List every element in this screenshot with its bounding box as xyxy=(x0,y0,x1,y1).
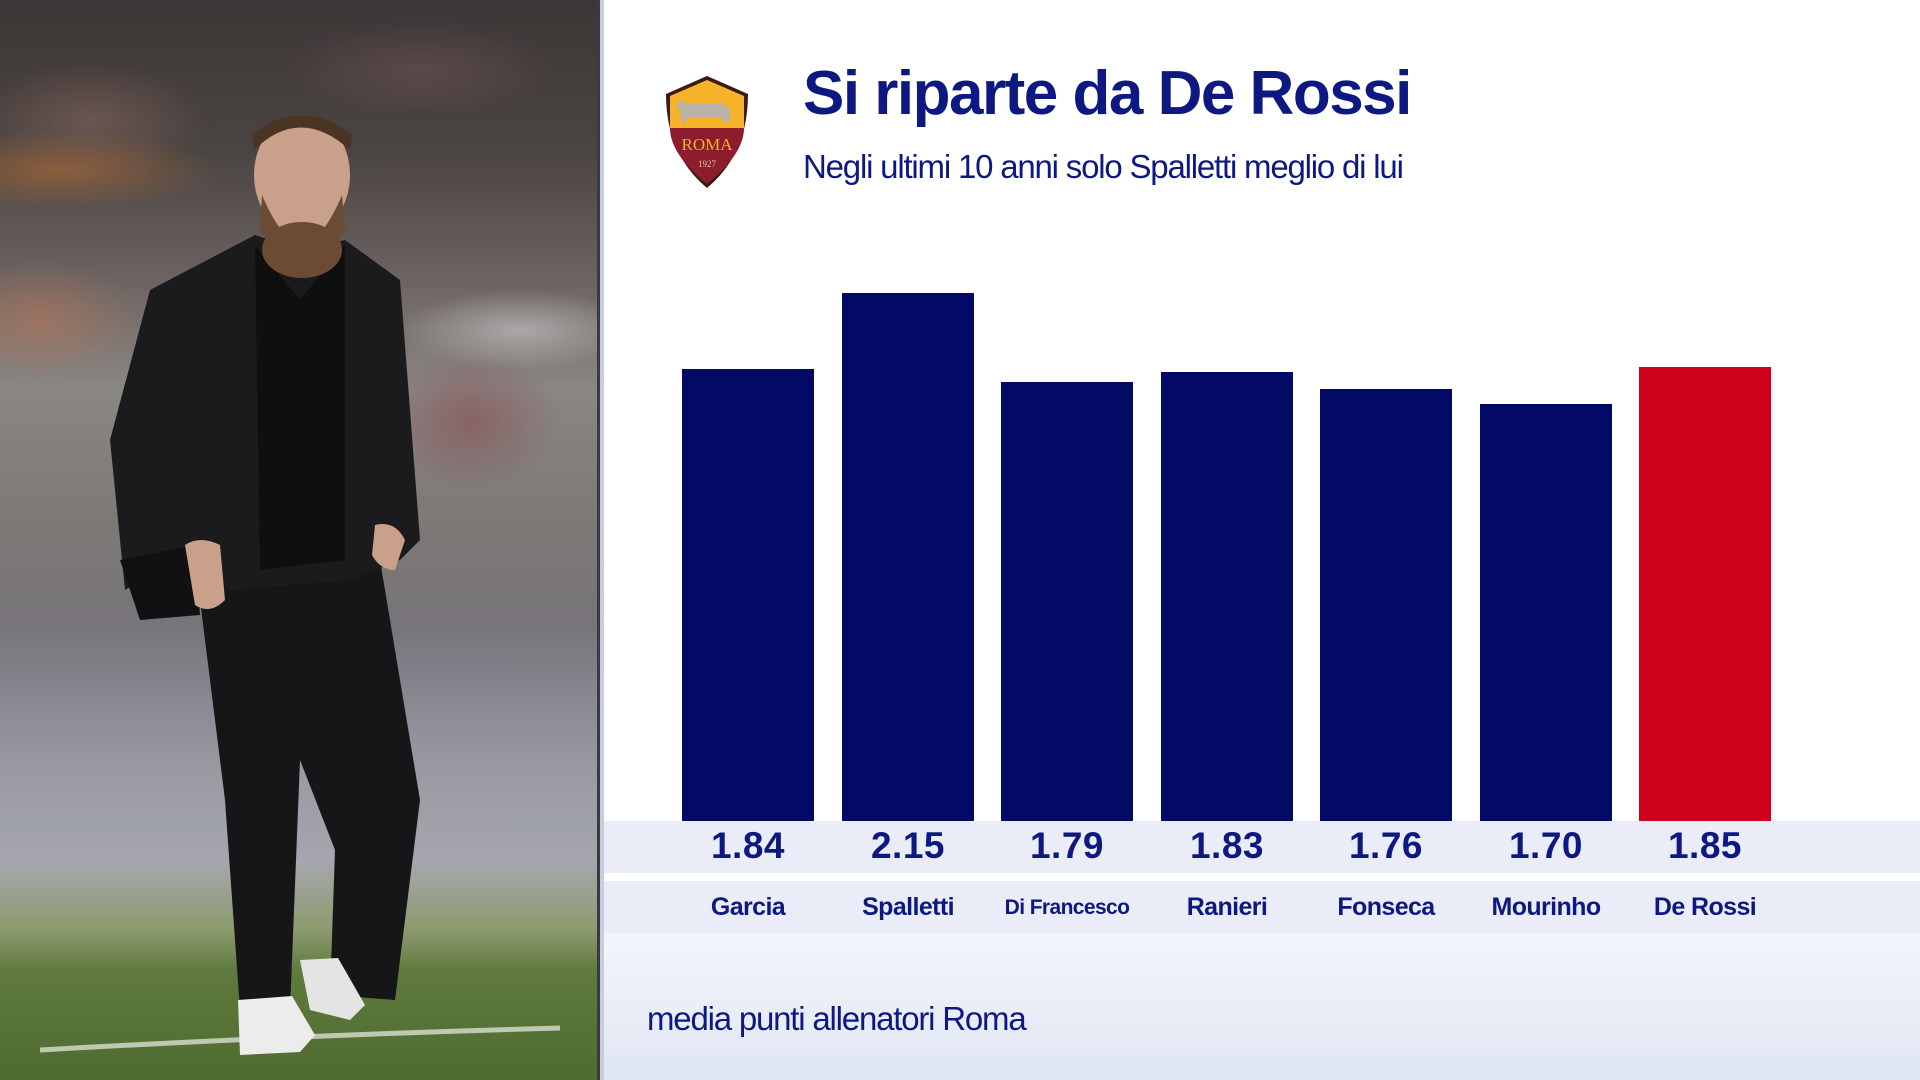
value-label: 1.70 xyxy=(1508,825,1583,866)
svg-text:ROMA: ROMA xyxy=(681,135,733,154)
value-label: 2.15 xyxy=(870,825,945,866)
value-label: 1.85 xyxy=(1667,825,1742,866)
bar-fonseca xyxy=(1320,389,1452,821)
values-band xyxy=(604,821,1920,873)
bar-spalletti xyxy=(842,293,974,821)
coach-photo xyxy=(0,0,597,1080)
coach-figure-illustration xyxy=(39,115,561,1055)
category-label: Di Francesco xyxy=(1004,896,1130,919)
category-label: Fonseca xyxy=(1337,893,1435,921)
chart-title: Si riparte da De Rossi xyxy=(803,59,1412,128)
category-label: Spalletti xyxy=(862,893,954,921)
chart-subtitle: Negli ultimi 10 anni solo Spalletti megl… xyxy=(803,148,1404,185)
bar-di-francesco xyxy=(1001,382,1133,821)
bar-ranieri xyxy=(1161,372,1293,821)
bar-garcia xyxy=(682,369,814,821)
bar-de-rossi xyxy=(1639,367,1771,821)
value-label: 1.84 xyxy=(710,825,785,866)
value-label: 1.83 xyxy=(1189,825,1264,866)
category-label: Ranieri xyxy=(1186,893,1268,921)
as-roma-crest-icon: ROMA 1927 xyxy=(666,76,748,188)
names-band xyxy=(604,881,1920,933)
category-label: Mourinho xyxy=(1491,893,1601,921)
value-label: 1.79 xyxy=(1029,825,1104,866)
svg-text:1927: 1927 xyxy=(698,159,717,169)
value-label: 1.76 xyxy=(1348,825,1423,866)
category-label: Garcia xyxy=(710,893,786,921)
chart-caption: media punti allenatori Roma xyxy=(647,1000,1027,1037)
footer-area xyxy=(604,933,1920,1080)
panel-edge xyxy=(600,0,604,1080)
bar-mourinho xyxy=(1480,404,1612,821)
category-label: De Rossi xyxy=(1653,893,1757,921)
photo-divider xyxy=(597,0,600,1080)
